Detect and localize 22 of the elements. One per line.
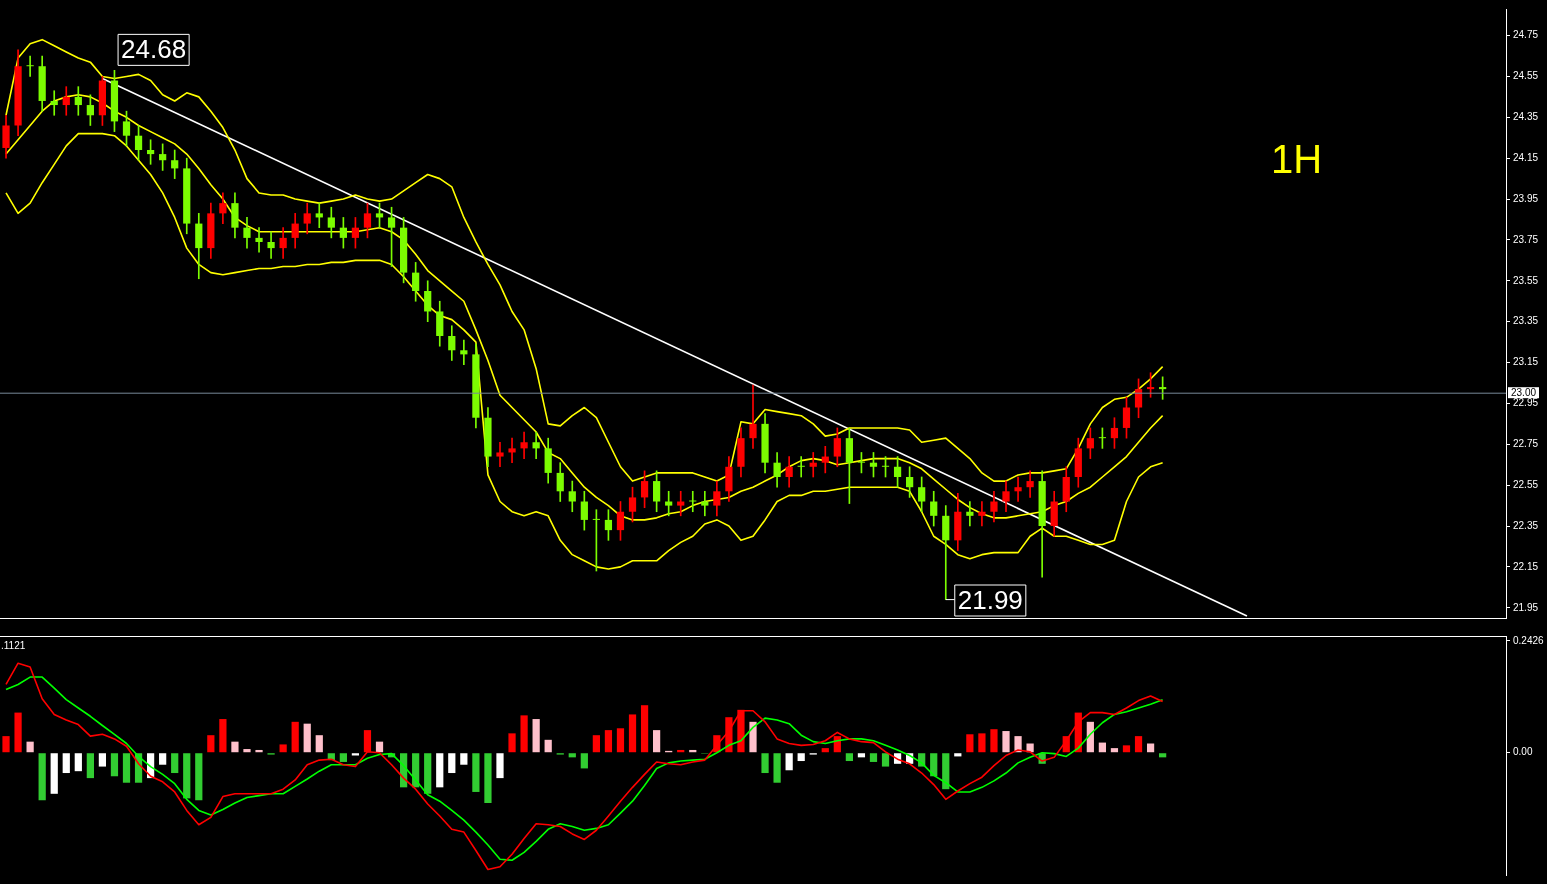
y-tick-label: 22.55	[1513, 478, 1539, 490]
y-tick-label: 22.75	[1513, 438, 1539, 450]
y-tick-label: 23.75	[1513, 233, 1539, 245]
annotation: .1121	[1, 639, 26, 651]
y-tick-label: 22.35	[1513, 519, 1539, 531]
y-tick-label: 23.55	[1513, 274, 1539, 286]
y-tick-label: 24.15	[1513, 151, 1539, 163]
y-tick-label: 23.95	[1513, 192, 1539, 204]
y-tick-label: 0.2426	[1513, 634, 1545, 646]
y-tick-label: 22.95	[1513, 397, 1539, 409]
y-tick-label: 24.55	[1513, 70, 1539, 82]
y-tick-label: 24.35	[1513, 111, 1539, 123]
y-tick-label: 22.15	[1513, 560, 1539, 572]
y-tick-label: 23.15	[1513, 356, 1539, 368]
annotation: 24.68	[121, 34, 187, 65]
y-tick-label: 0.00	[1513, 746, 1533, 758]
y-tick-label: 24.75	[1513, 29, 1539, 41]
y-tick-label: 23.35	[1513, 315, 1539, 327]
ref-line-label: 23.00	[1511, 386, 1537, 398]
annotation: 1H	[1271, 137, 1323, 182]
y-tick-label: 21.95	[1513, 601, 1539, 613]
annotation: 21.99	[957, 584, 1023, 615]
